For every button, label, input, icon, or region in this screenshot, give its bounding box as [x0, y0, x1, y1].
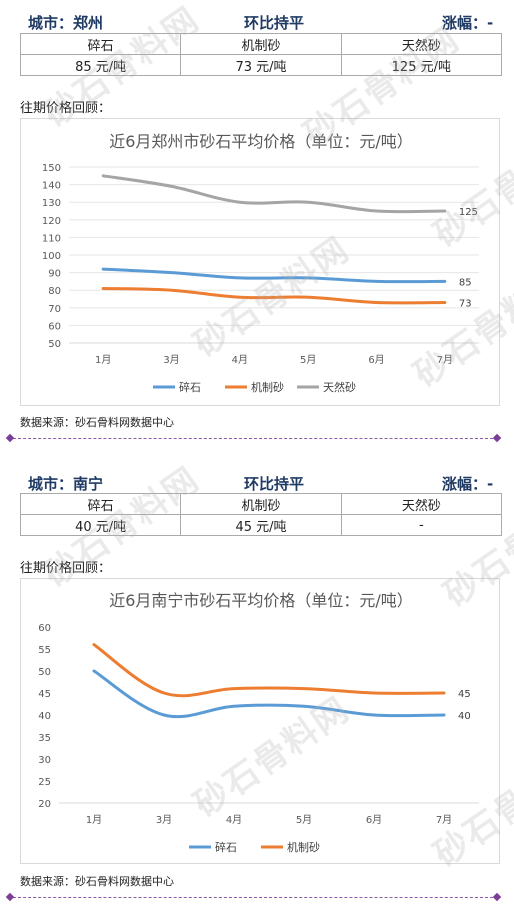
- separator-dot: [5, 892, 15, 902]
- legend-label: 碎石: [179, 380, 201, 394]
- series-line-机制砂: [92, 643, 446, 698]
- table-value-cell: -: [340, 514, 503, 536]
- legend-label: 机制砂: [287, 840, 320, 854]
- data-label: 40: [458, 711, 471, 722]
- series-line-机制砂: [101, 286, 447, 305]
- y-tick-label: 120: [42, 216, 61, 227]
- table-header-row: 碎石 机制砂 天然砂: [19, 493, 503, 515]
- price-table: 碎石 机制砂 天然砂 85 元/吨 73 元/吨 125 元/吨: [19, 33, 503, 76]
- y-tick-label: 40: [38, 711, 51, 722]
- section1-header: 城市：郑州 环比持平 涨幅：-: [0, 10, 514, 32]
- legend-label: 天然砂: [323, 380, 356, 394]
- line-chart-svg: 近6月郑州市砂石平均价格（单位：元/吨） 50 60 70 80 90 100 110 120 1…: [42, 132, 479, 394]
- x-tick-label: 3月: [163, 354, 179, 366]
- trend-label: 环比持平: [244, 475, 305, 493]
- data-label: 125: [459, 207, 478, 218]
- data-label: 45: [458, 689, 471, 700]
- y-tick-label: 30: [38, 755, 51, 766]
- table-value-cell: 85 元/吨: [19, 54, 182, 76]
- table-value-row: 40 元/吨 45 元/吨 -: [19, 514, 503, 536]
- x-tick-label: 1月: [95, 354, 111, 366]
- table-header-cell: 机制砂: [180, 493, 342, 515]
- y-tick-label: 70: [48, 304, 61, 315]
- y-tick-label: 100: [42, 251, 61, 262]
- table-value-cell: 125 元/吨: [340, 54, 503, 76]
- data-label: 85: [459, 277, 472, 288]
- table-value-cell: 73 元/吨: [180, 54, 342, 76]
- table-header-cell: 碎石: [19, 33, 182, 55]
- y-tick-label: 25: [38, 777, 51, 788]
- data-label: 73: [459, 299, 472, 310]
- y-tick-label: 140: [42, 181, 61, 192]
- separator-dot: [492, 892, 502, 902]
- dotted-separator: [8, 897, 498, 898]
- table-value-row: 85 元/吨 73 元/吨 125 元/吨: [19, 54, 503, 76]
- table-header-cell: 碎石: [19, 493, 182, 515]
- chart-zhengzhou: 近6月郑州市砂石平均价格（单位：元/吨） 50 60 70 80 90 100 110 120 1…: [20, 118, 500, 406]
- data-source: 数据来源：砂石骨料网数据中心: [20, 875, 174, 888]
- x-tick-label: 1月: [86, 814, 102, 826]
- review-label: 往期价格回顾：: [20, 561, 112, 576]
- y-tick-label: 60: [38, 623, 51, 634]
- line-chart-svg: 近6月南宁市砂石平均价格（单位：元/吨） 20 25 30 35 40 45 50 55 60 1月…: [38, 591, 479, 854]
- chart-title: 近6月郑州市砂石平均价格（单位：元/吨）: [109, 132, 413, 151]
- separator-dot: [5, 433, 15, 443]
- series-line-天然砂: [101, 174, 447, 214]
- dotted-separator: [8, 438, 498, 439]
- x-tick-label: 7月: [437, 354, 453, 366]
- chart-nanning: 近6月南宁市砂石平均价格（单位：元/吨） 20 25 30 35 40 45 50 55 60 1月…: [20, 578, 500, 864]
- change-label: 涨幅：-: [442, 14, 494, 32]
- series-line-碎石: [101, 267, 447, 284]
- trend-label: 环比持平: [244, 14, 305, 32]
- section2-header: 城市：南宁 环比持平 涨幅：-: [0, 471, 514, 493]
- y-tick-label: 80: [48, 286, 61, 297]
- chart-title: 近6月南宁市砂石平均价格（单位：元/吨）: [109, 591, 413, 610]
- y-tick-label: 45: [38, 689, 51, 700]
- x-tick-label: 5月: [300, 354, 316, 366]
- table-value-cell: 40 元/吨: [19, 514, 182, 536]
- change-label: 涨幅：-: [442, 475, 494, 493]
- y-tick-label: 150: [42, 163, 61, 174]
- y-tick-label: 50: [38, 667, 51, 678]
- y-tick-label: 110: [42, 233, 61, 244]
- review-label: 往期价格回顾：: [20, 101, 112, 116]
- x-tick-label: 6月: [368, 354, 384, 366]
- x-tick-label: 4月: [226, 814, 242, 826]
- x-tick-label: 7月: [436, 814, 452, 826]
- legend-label: 机制砂: [251, 380, 284, 394]
- city-label: 城市：郑州: [28, 14, 104, 32]
- y-tick-label: 90: [48, 269, 61, 280]
- series-line-碎石: [92, 669, 446, 719]
- data-source: 数据来源：砂石骨料网数据中心: [20, 416, 174, 429]
- y-tick-label: 50: [48, 339, 61, 350]
- y-tick-label: 20: [38, 799, 51, 810]
- x-tick-label: 4月: [232, 354, 248, 366]
- y-tick-label: 60: [48, 321, 61, 332]
- table-header-cell: 机制砂: [180, 33, 342, 55]
- price-table: 碎石 机制砂 天然砂 40 元/吨 45 元/吨 -: [19, 493, 503, 536]
- table-header-cell: 天然砂: [340, 493, 503, 515]
- separator-dot: [492, 433, 502, 443]
- table-header-cell: 天然砂: [340, 33, 503, 55]
- legend-label: 碎石: [215, 840, 237, 854]
- x-tick-label: 3月: [156, 814, 172, 826]
- y-tick-label: 130: [42, 198, 61, 209]
- city-label: 城市：南宁: [28, 475, 104, 493]
- x-tick-label: 5月: [296, 814, 312, 826]
- y-tick-label: 55: [38, 645, 51, 656]
- table-value-cell: 45 元/吨: [180, 514, 342, 536]
- x-tick-label: 6月: [366, 814, 382, 826]
- y-tick-label: 35: [38, 733, 51, 744]
- table-header-row: 碎石 机制砂 天然砂: [19, 33, 503, 55]
